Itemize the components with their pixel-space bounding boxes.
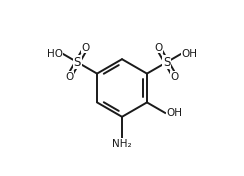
- Text: O: O: [81, 43, 90, 53]
- Text: O: O: [65, 72, 73, 82]
- Text: HO: HO: [47, 49, 63, 59]
- Text: O: O: [154, 43, 163, 53]
- Text: OH: OH: [181, 49, 197, 59]
- Text: S: S: [163, 56, 170, 69]
- Text: O: O: [171, 72, 179, 82]
- Text: S: S: [74, 56, 81, 69]
- Text: OH: OH: [166, 108, 182, 118]
- Text: NH₂: NH₂: [112, 139, 132, 149]
